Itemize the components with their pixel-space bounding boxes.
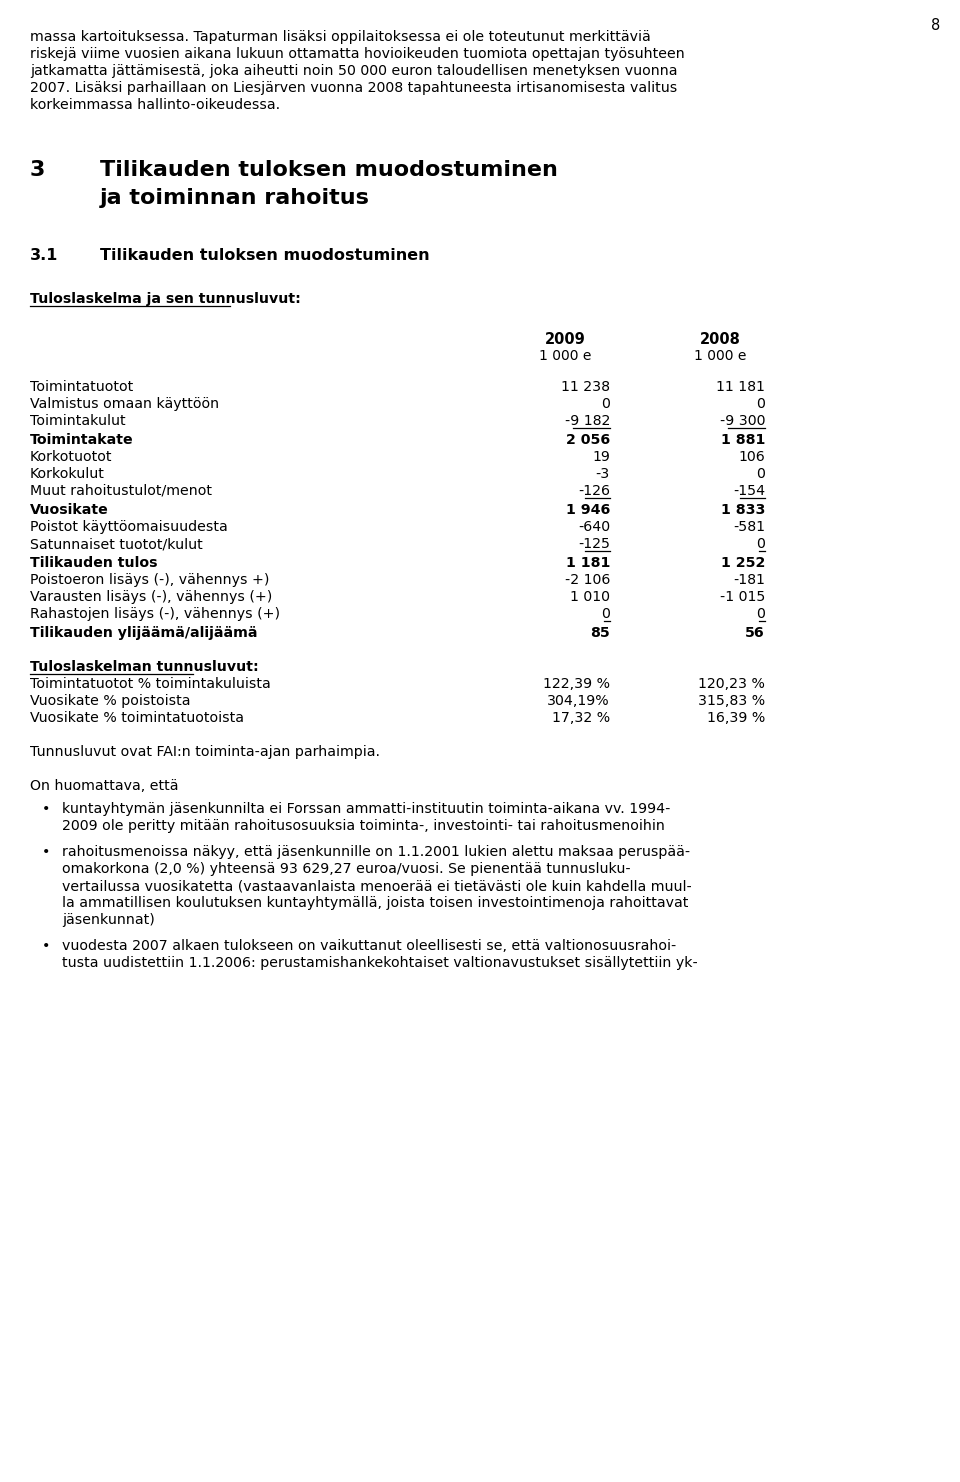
Text: 3: 3 — [30, 160, 45, 179]
Text: -3: -3 — [596, 467, 610, 482]
Text: Rahastojen lisäys (-), vähennys (+): Rahastojen lisäys (-), vähennys (+) — [30, 608, 280, 621]
Text: massa kartoituksessa. Tapaturman lisäksi oppilaitoksessa ei ole toteutunut merki: massa kartoituksessa. Tapaturman lisäksi… — [30, 30, 651, 44]
Text: -640: -640 — [578, 520, 610, 534]
Text: 16,39 %: 16,39 % — [707, 711, 765, 725]
Text: Tilikauden tuloksen muodostuminen: Tilikauden tuloksen muodostuminen — [100, 160, 558, 179]
Text: Vuosikate % toimintatuotoista: Vuosikate % toimintatuotoista — [30, 711, 244, 725]
Text: Valmistus omaan käyttöön: Valmistus omaan käyttöön — [30, 397, 219, 411]
Text: -181: -181 — [733, 574, 765, 587]
Text: 2007. Lisäksi parhaillaan on Liesjärven vuonna 2008 tapahtuneesta irtisanomisest: 2007. Lisäksi parhaillaan on Liesjärven … — [30, 82, 677, 95]
Text: vertailussa vuosikatetta (vastaavanlaista menoerää ei tietävästi ole kuin kahdel: vertailussa vuosikatetta (vastaavanlaist… — [62, 879, 692, 894]
Text: 3.1: 3.1 — [30, 247, 59, 262]
Text: jäsenkunnat): jäsenkunnat) — [62, 913, 155, 928]
Text: Tunnusluvut ovat FAI:n toiminta-ajan parhaimpia.: Tunnusluvut ovat FAI:n toiminta-ajan par… — [30, 745, 380, 759]
Text: Toimintatuotot: Toimintatuotot — [30, 379, 133, 394]
Text: Varausten lisäys (-), vähennys (+): Varausten lisäys (-), vähennys (+) — [30, 590, 273, 605]
Text: Poistoeron lisäys (-), vähennys +): Poistoeron lisäys (-), vähennys +) — [30, 574, 270, 587]
Text: 304,19%: 304,19% — [547, 694, 610, 708]
Text: Satunnaiset tuotot/kulut: Satunnaiset tuotot/kulut — [30, 536, 203, 551]
Text: 1 252: 1 252 — [721, 556, 765, 571]
Text: On huomattava, että: On huomattava, että — [30, 780, 179, 793]
Text: -126: -126 — [578, 485, 610, 498]
Text: 0: 0 — [756, 397, 765, 411]
Text: 19: 19 — [592, 451, 610, 464]
Text: 2 056: 2 056 — [565, 433, 610, 448]
Text: la ammatillisen koulutuksen kuntayhtymällä, joista toisen investointimenoja raho: la ammatillisen koulutuksen kuntayhtymäl… — [62, 897, 688, 910]
Text: 56: 56 — [745, 625, 765, 640]
Text: 122,39 %: 122,39 % — [543, 677, 610, 691]
Text: Tilikauden tuloksen muodostuminen: Tilikauden tuloksen muodostuminen — [100, 247, 430, 262]
Text: 0: 0 — [601, 608, 610, 621]
Text: 1 000 e: 1 000 e — [539, 348, 591, 363]
Text: 11 181: 11 181 — [716, 379, 765, 394]
Text: -1 015: -1 015 — [720, 590, 765, 605]
Text: Poistot käyttöomaisuudesta: Poistot käyttöomaisuudesta — [30, 520, 228, 534]
Text: vuodesta 2007 alkaen tulokseen on vaikuttanut oleellisesti se, että valtionosuus: vuodesta 2007 alkaen tulokseen on vaikut… — [62, 940, 676, 953]
Text: Tuloslaskelman tunnusluvut:: Tuloslaskelman tunnusluvut: — [30, 659, 259, 674]
Text: •: • — [42, 802, 50, 817]
Text: Toimintatuotot % toimintakuluista: Toimintatuotot % toimintakuluista — [30, 677, 271, 691]
Text: 1 010: 1 010 — [570, 590, 610, 605]
Text: 1 181: 1 181 — [565, 556, 610, 571]
Text: 0: 0 — [601, 397, 610, 411]
Text: 11 238: 11 238 — [561, 379, 610, 394]
Text: tusta uudistettiin 1.1.2006: perustamishankekohtaiset valtionavustukset sisällyt: tusta uudistettiin 1.1.2006: perustamish… — [62, 956, 698, 971]
Text: Korkokulut: Korkokulut — [30, 467, 105, 482]
Text: 85: 85 — [590, 625, 610, 640]
Text: -125: -125 — [578, 536, 610, 551]
Text: Korkotuotot: Korkotuotot — [30, 451, 112, 464]
Text: korkeimmassa hallinto-oikeudessa.: korkeimmassa hallinto-oikeudessa. — [30, 98, 280, 113]
Text: 0: 0 — [756, 467, 765, 482]
Text: 2008: 2008 — [700, 332, 740, 347]
Text: 0: 0 — [756, 608, 765, 621]
Text: rahoitusmenoissa näkyy, että jäsenkunnille on 1.1.2001 lukien alettu maksaa peru: rahoitusmenoissa näkyy, että jäsenkunnil… — [62, 845, 690, 860]
Text: -154: -154 — [732, 485, 765, 498]
Text: 106: 106 — [738, 451, 765, 464]
Text: 1 946: 1 946 — [565, 502, 610, 517]
Text: •: • — [42, 940, 50, 953]
Text: ja toiminnan rahoitus: ja toiminnan rahoitus — [100, 188, 370, 207]
Text: 0: 0 — [756, 536, 765, 551]
Text: kuntayhtymän jäsenkunnilta ei Forssan ammatti-instituutin toiminta-aikana vv. 19: kuntayhtymän jäsenkunnilta ei Forssan am… — [62, 802, 670, 817]
Text: 315,83 %: 315,83 % — [698, 694, 765, 708]
Text: omakorkona (2,0 %) yhteensä 93 629,27 euroa/vuosi. Se pienentää tunnusluku-: omakorkona (2,0 %) yhteensä 93 629,27 eu… — [62, 863, 631, 876]
Text: riskejä viime vuosien aikana lukuun ottamatta hovioikeuden tuomiota opettajan ty: riskejä viime vuosien aikana lukuun otta… — [30, 47, 684, 61]
Text: 17,32 %: 17,32 % — [552, 711, 610, 725]
Text: jatkamatta jättämisestä, joka aiheutti noin 50 000 euron taloudellisen menetykse: jatkamatta jättämisestä, joka aiheutti n… — [30, 64, 678, 79]
Text: Tilikauden tulos: Tilikauden tulos — [30, 556, 157, 571]
Text: Tilikauden ylijäämä/alijäämä: Tilikauden ylijäämä/alijäämä — [30, 625, 257, 640]
Text: 2009 ole peritty mitään rahoitusosuuksia toiminta-, investointi- tai rahoitusmen: 2009 ole peritty mitään rahoitusosuuksia… — [62, 820, 665, 833]
Text: Muut rahoitustulot/menot: Muut rahoitustulot/menot — [30, 485, 212, 498]
Text: -2 106: -2 106 — [564, 574, 610, 587]
Text: -581: -581 — [733, 520, 765, 534]
Text: 120,23 %: 120,23 % — [698, 677, 765, 691]
Text: 1 881: 1 881 — [721, 433, 765, 448]
Text: Toimintakulut: Toimintakulut — [30, 413, 126, 428]
Text: •: • — [42, 845, 50, 860]
Text: -9 182: -9 182 — [564, 413, 610, 428]
Text: Vuosikate % poistoista: Vuosikate % poistoista — [30, 694, 190, 708]
Text: -9 300: -9 300 — [719, 413, 765, 428]
Text: 1 000 e: 1 000 e — [694, 348, 746, 363]
Text: 1 833: 1 833 — [721, 502, 765, 517]
Text: 8: 8 — [931, 18, 940, 33]
Text: Toimintakate: Toimintakate — [30, 433, 133, 448]
Text: Tuloslaskelma ja sen tunnusluvut:: Tuloslaskelma ja sen tunnusluvut: — [30, 292, 300, 305]
Text: Vuosikate: Vuosikate — [30, 502, 108, 517]
Text: 2009: 2009 — [544, 332, 586, 347]
